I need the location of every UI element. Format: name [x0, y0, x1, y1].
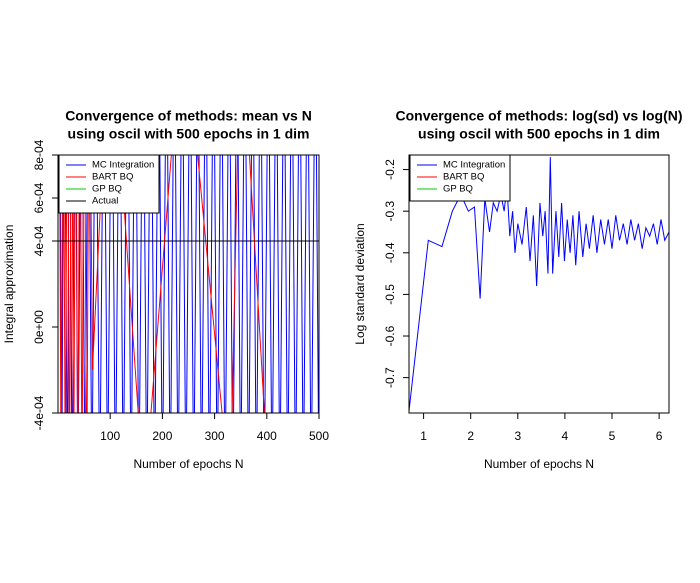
legend-label: BART BQ — [92, 172, 133, 183]
x-tick-label: 2 — [467, 429, 474, 443]
legend-label: GP BQ — [443, 184, 473, 195]
y-tick-label: -0.2 — [383, 159, 397, 180]
plot-frame — [408, 154, 670, 414]
y-tick-label: 0e+00 — [32, 310, 46, 344]
y-axis-label: Log standard deviation — [353, 223, 367, 344]
y-tick-label: -0.6 — [383, 325, 397, 346]
plot-area — [58, 155, 319, 413]
y-tick-label: -0.7 — [383, 367, 397, 388]
legend-label: MC Integration — [92, 160, 154, 171]
x-axis-label: Number of epochs N — [133, 457, 243, 471]
x-tick-label: 1 — [420, 429, 427, 443]
legend-label: Actual — [92, 196, 118, 207]
series-line — [59, 155, 319, 413]
x-axis-label: Number of epochs N — [484, 457, 594, 471]
plot-area — [409, 157, 669, 411]
x-tick-label: 500 — [309, 429, 329, 443]
y-axis-label: Integral approximation — [2, 225, 16, 344]
legend-label: GP BQ — [92, 184, 122, 195]
plot-frame — [57, 154, 320, 414]
y-tick-label: -0.3 — [383, 201, 397, 222]
x-tick-label: 400 — [257, 429, 277, 443]
y-tick-label: -4e-04 — [32, 395, 46, 430]
chart-title: using oscil with 500 epochs in 1 dim — [418, 126, 660, 142]
x-tick-label: 6 — [656, 429, 663, 443]
legend-label: BART BQ — [443, 172, 484, 183]
chart-title: Convergence of methods: mean vs N — [65, 108, 312, 124]
x-tick-label: 200 — [152, 429, 172, 443]
series-line — [59, 155, 265, 413]
y-tick-label: 4e-04 — [32, 225, 46, 256]
y-tick-label: 6e-04 — [32, 182, 46, 213]
y-tick-label: 8e-04 — [32, 139, 46, 170]
x-tick-label: 4 — [562, 429, 569, 443]
chart-title: Convergence of methods: log(sd) vs log(N… — [395, 108, 682, 124]
legend-box — [409, 154, 511, 202]
series-line — [409, 157, 669, 411]
legend-label: MC Integration — [443, 160, 505, 171]
x-tick-label: 3 — [514, 429, 521, 443]
chart-title: using oscil with 500 epochs in 1 dim — [68, 126, 310, 142]
y-tick-label: -0.4 — [383, 242, 397, 263]
x-tick-label: 100 — [100, 429, 120, 443]
x-tick-label: 5 — [609, 429, 616, 443]
x-tick-label: 300 — [205, 429, 225, 443]
y-tick-label: -0.5 — [383, 284, 397, 305]
